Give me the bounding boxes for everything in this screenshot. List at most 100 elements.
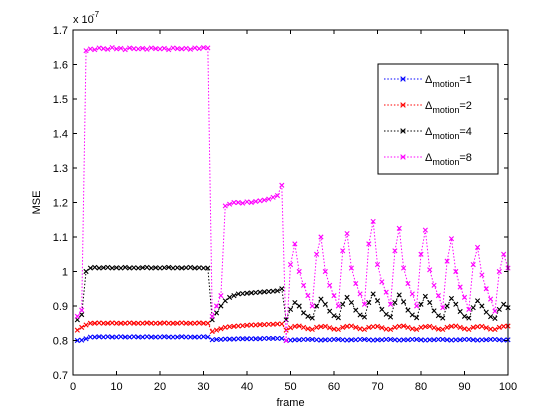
data-point [287,337,294,343]
y-tick-label: 0.8 [53,336,68,348]
data-point [479,323,485,329]
data-point [100,265,107,271]
data-point [161,334,167,340]
data-point [109,265,115,271]
data-point [305,336,311,343]
data-point [453,323,459,329]
data-point [135,265,141,271]
data-point [196,334,202,340]
data-point [240,200,246,206]
data-point [361,336,368,343]
data-point [227,201,233,207]
data-point [79,324,85,330]
data-point [383,336,389,343]
y-tick-label: 1.4 [53,129,68,141]
data-point [113,334,120,340]
data-point [174,320,180,326]
data-point [261,322,267,328]
data-point [231,323,237,329]
data-point [309,303,315,309]
data-point [300,324,307,330]
data-point [261,335,267,342]
legend-value: =2 [459,100,472,112]
data-point [287,325,294,331]
data-point [166,264,172,270]
data-point [74,313,80,319]
data-point [470,324,476,330]
data-point [479,303,485,309]
data-point [300,310,307,316]
data-point [113,46,120,52]
legend-entry-2: Δmotion=2 [384,100,472,115]
data-point [192,45,198,51]
data-point [109,334,115,340]
data-point [492,326,498,333]
series-line [76,266,509,322]
data-point [253,322,259,328]
data-point [131,320,137,326]
legend-subscript: motion [432,105,459,115]
data-point [496,337,502,343]
data-point [457,337,463,343]
data-point [218,293,224,299]
legend-value: =8 [459,152,472,164]
data-point [148,45,154,51]
x-tick-label: 0 [70,381,76,393]
data-point [244,290,250,296]
data-point [409,312,415,318]
data-point [222,324,228,330]
data-point [414,336,420,343]
data-point [353,307,359,313]
data-point [483,337,489,343]
ticks-layer: 0 10 20 30 40 50 60 70 80 90 100 0.7 0.8 0.9 1 1.1 1.2 1.… [53,25,517,393]
data-point [222,203,228,209]
data-point [79,337,85,343]
data-point [287,262,294,268]
data-point [444,337,450,343]
data-point [292,241,298,247]
data-point [492,315,498,322]
data-point [183,320,189,326]
data-point [122,264,128,270]
data-point [196,265,202,271]
data-point [92,264,98,270]
legend-value: =4 [459,126,472,138]
data-point [418,337,424,343]
data-point [466,326,472,333]
legend-subscript: motion [432,131,459,141]
data-point [270,194,276,200]
data-point [92,334,98,340]
data-point [187,264,194,270]
data-point [244,336,250,342]
data-point [435,313,441,319]
data-point [335,336,341,343]
data-point [144,264,150,270]
data-point [196,320,202,326]
data-point [231,336,237,342]
data-point [470,337,476,343]
data-point [448,295,455,301]
data-point [92,320,98,326]
data-point [187,46,194,52]
data-point [300,282,307,288]
data-point [131,46,137,52]
data-point [488,296,494,302]
data-point [353,337,359,343]
y-tick-label: 1.5 [53,94,68,106]
data-point [318,337,324,343]
data-point [340,337,346,343]
data-point [357,312,363,318]
data-point [422,324,428,330]
data-point [448,236,455,242]
series-1 [74,334,511,344]
data-point [383,311,389,317]
data-point [331,313,337,319]
data-point [457,284,463,290]
data-point [266,335,272,342]
y-tick-label: 1.3 [53,163,68,175]
y-exponent-base: x 10 [73,14,94,26]
data-point [396,292,402,298]
legend-label: Δmotion=4 [425,126,472,141]
data-point [366,337,372,343]
data-point [170,334,176,340]
